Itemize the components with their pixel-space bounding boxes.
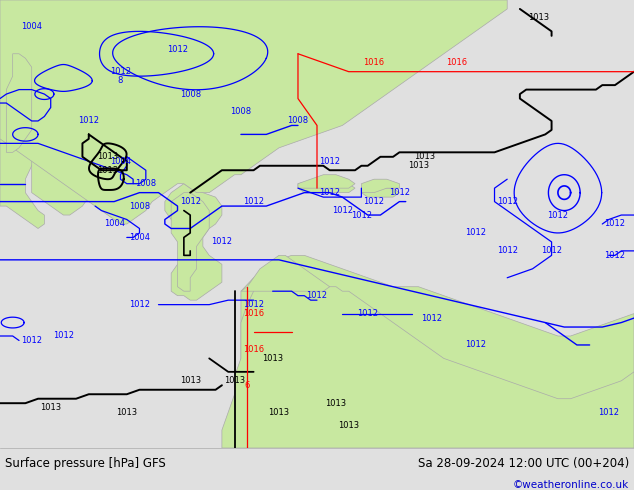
Polygon shape bbox=[171, 193, 209, 291]
Text: 1013: 1013 bbox=[338, 421, 359, 430]
Text: 1016: 1016 bbox=[243, 309, 264, 318]
Text: 1012: 1012 bbox=[53, 332, 74, 341]
Text: 1012: 1012 bbox=[319, 157, 340, 166]
Text: 1012: 1012 bbox=[167, 45, 188, 54]
Text: 1012: 1012 bbox=[541, 246, 562, 255]
Text: 1013: 1013 bbox=[408, 161, 429, 170]
Text: 1012: 1012 bbox=[78, 117, 100, 125]
Text: 1013: 1013 bbox=[179, 376, 201, 385]
Text: 1012: 1012 bbox=[21, 336, 42, 345]
Text: 1004: 1004 bbox=[129, 233, 150, 242]
Text: 1012: 1012 bbox=[332, 206, 353, 215]
Polygon shape bbox=[361, 179, 399, 193]
Text: 1012: 1012 bbox=[243, 300, 264, 309]
Text: 1004: 1004 bbox=[103, 220, 125, 228]
Text: 1012: 1012 bbox=[179, 197, 201, 206]
Text: 1012: 1012 bbox=[306, 291, 328, 300]
Polygon shape bbox=[32, 9, 279, 215]
Text: 1013: 1013 bbox=[414, 152, 436, 161]
Text: 6: 6 bbox=[245, 381, 250, 390]
Polygon shape bbox=[241, 291, 634, 448]
Polygon shape bbox=[298, 179, 355, 193]
Polygon shape bbox=[6, 54, 32, 152]
Text: 1012: 1012 bbox=[465, 228, 486, 238]
Text: 1012: 1012 bbox=[598, 408, 619, 416]
Polygon shape bbox=[165, 184, 222, 300]
Text: 1016: 1016 bbox=[243, 345, 264, 354]
Polygon shape bbox=[298, 175, 355, 188]
Text: 1004: 1004 bbox=[110, 157, 131, 166]
Text: 1012: 1012 bbox=[389, 188, 410, 197]
Text: 1004: 1004 bbox=[21, 23, 42, 31]
Polygon shape bbox=[241, 255, 330, 291]
Polygon shape bbox=[0, 0, 507, 224]
Text: 1012: 1012 bbox=[465, 341, 486, 349]
Text: 1013: 1013 bbox=[116, 408, 138, 416]
Text: 1012: 1012 bbox=[319, 188, 340, 197]
Text: 1013: 1013 bbox=[97, 152, 119, 161]
Text: 1012: 1012 bbox=[604, 220, 626, 228]
Text: 1012: 1012 bbox=[211, 238, 233, 246]
Text: 1008: 1008 bbox=[135, 179, 157, 188]
Text: 8: 8 bbox=[118, 76, 123, 85]
Text: 1016: 1016 bbox=[363, 58, 385, 67]
Polygon shape bbox=[222, 264, 634, 448]
Text: 1008: 1008 bbox=[179, 90, 201, 98]
Text: 1012: 1012 bbox=[604, 251, 626, 260]
Text: 1013: 1013 bbox=[262, 354, 283, 363]
Text: 1012: 1012 bbox=[351, 211, 372, 220]
Text: 1012: 1012 bbox=[420, 314, 442, 322]
Text: 1012: 1012 bbox=[363, 197, 385, 206]
Text: 1013: 1013 bbox=[268, 408, 290, 416]
Polygon shape bbox=[241, 255, 634, 448]
Text: 1012: 1012 bbox=[496, 246, 518, 255]
Text: 1016: 1016 bbox=[446, 58, 467, 67]
Text: 1013: 1013 bbox=[40, 403, 61, 412]
Text: ©weatheronline.co.uk: ©weatheronline.co.uk bbox=[513, 480, 629, 490]
Text: 1008: 1008 bbox=[230, 107, 252, 117]
Polygon shape bbox=[0, 9, 44, 228]
Text: 1013: 1013 bbox=[97, 166, 119, 175]
Text: 1012: 1012 bbox=[110, 67, 131, 76]
Polygon shape bbox=[361, 188, 399, 197]
Text: 1012: 1012 bbox=[129, 300, 150, 309]
Text: Sa 28-09-2024 12:00 UTC (00+204): Sa 28-09-2024 12:00 UTC (00+204) bbox=[418, 458, 629, 470]
Text: 1013: 1013 bbox=[325, 399, 347, 408]
Text: 1008: 1008 bbox=[287, 117, 309, 125]
Text: 1012: 1012 bbox=[496, 197, 518, 206]
Text: 1013: 1013 bbox=[224, 376, 245, 385]
Text: 1012: 1012 bbox=[547, 211, 569, 220]
Text: 1012: 1012 bbox=[243, 197, 264, 206]
Text: 1012: 1012 bbox=[357, 309, 378, 318]
Text: 1013: 1013 bbox=[528, 13, 550, 23]
Text: Surface pressure [hPa] GFS: Surface pressure [hPa] GFS bbox=[5, 458, 166, 470]
Text: 1008: 1008 bbox=[129, 201, 150, 211]
